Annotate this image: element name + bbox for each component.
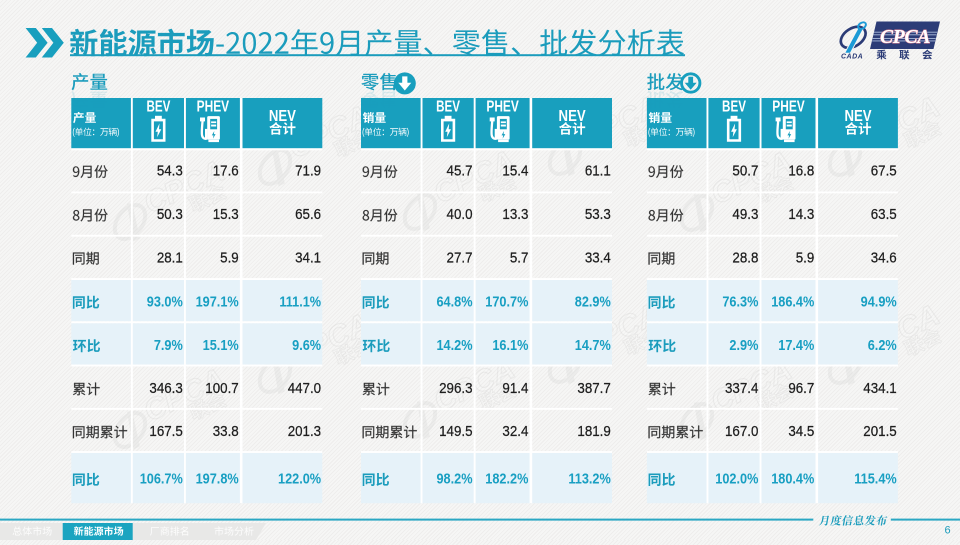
svg-text:14.7%: 14.7% — [575, 337, 611, 353]
svg-text:14.3: 14.3 — [788, 207, 814, 224]
svg-text:447.0: 447.0 — [288, 380, 321, 397]
svg-text:34.6: 34.6 — [871, 250, 897, 267]
svg-text:98.2%: 98.2% — [436, 471, 472, 487]
svg-text:2.9%: 2.9% — [729, 337, 758, 353]
svg-text:387.7: 387.7 — [577, 380, 610, 397]
svg-text:7.9%: 7.9% — [154, 337, 183, 353]
svg-text:82.9%: 82.9% — [575, 294, 611, 310]
svg-text:33.8: 33.8 — [213, 423, 239, 440]
svg-text:27.7: 27.7 — [447, 250, 473, 267]
svg-text:76.3%: 76.3% — [722, 294, 758, 310]
svg-text:9.6%: 9.6% — [292, 337, 321, 353]
svg-text:54.3: 54.3 — [157, 163, 183, 180]
svg-text:PHEV: PHEV — [772, 97, 805, 115]
svg-text:14.2%: 14.2% — [436, 337, 472, 353]
svg-text:201.3: 201.3 — [288, 423, 321, 440]
svg-text:170.7%: 170.7% — [485, 294, 528, 310]
svg-text:180.4%: 180.4% — [771, 471, 814, 487]
svg-text:201.5: 201.5 — [863, 423, 896, 440]
svg-text:CADA: CADA — [841, 53, 863, 60]
svg-text:15.4: 15.4 — [502, 163, 528, 180]
svg-text:15.3: 15.3 — [213, 207, 239, 224]
svg-text:337.4: 337.4 — [725, 380, 758, 397]
svg-text:113.2%: 113.2% — [568, 471, 610, 487]
svg-text:50.3: 50.3 — [157, 207, 183, 224]
svg-text:53.3: 53.3 — [585, 207, 611, 224]
svg-text:32.4: 32.4 — [502, 423, 528, 440]
svg-text:28.1: 28.1 — [157, 250, 183, 267]
svg-text:PHEV: PHEV — [197, 97, 230, 115]
svg-text:NEV: NEV — [269, 108, 296, 125]
svg-text:94.9%: 94.9% — [861, 294, 897, 310]
svg-text:115.4%: 115.4% — [854, 471, 896, 487]
svg-text:28.8: 28.8 — [732, 250, 758, 267]
svg-text:61.1: 61.1 — [585, 163, 611, 180]
svg-text:34.5: 34.5 — [788, 423, 814, 440]
svg-text:346.3: 346.3 — [149, 380, 182, 397]
svg-text:16.1%: 16.1% — [492, 337, 528, 353]
svg-text:149.5: 149.5 — [439, 423, 472, 440]
svg-text:5.9: 5.9 — [220, 250, 239, 267]
svg-text:122.0%: 122.0% — [278, 471, 321, 487]
svg-text:40.0: 40.0 — [447, 207, 473, 224]
svg-text:71.9: 71.9 — [295, 163, 321, 180]
svg-text:93.0%: 93.0% — [147, 294, 183, 310]
svg-text:34.1: 34.1 — [295, 250, 321, 267]
svg-text:49.3: 49.3 — [732, 207, 758, 224]
svg-text:NEV: NEV — [559, 108, 586, 125]
svg-text:100.7: 100.7 — [205, 380, 238, 397]
svg-text:BEV: BEV — [146, 98, 171, 115]
svg-text:6.2%: 6.2% — [868, 337, 897, 353]
svg-text:BEV: BEV — [722, 98, 747, 115]
svg-text:6: 6 — [945, 525, 951, 537]
svg-text:181.9: 181.9 — [577, 423, 610, 440]
svg-text:102.0%: 102.0% — [715, 471, 758, 487]
svg-text:65.6: 65.6 — [295, 207, 321, 224]
svg-text:111.1%: 111.1% — [279, 294, 321, 310]
svg-text:50.7: 50.7 — [732, 163, 758, 180]
svg-text:15.1%: 15.1% — [203, 337, 239, 353]
svg-text:33.4: 33.4 — [585, 250, 611, 267]
svg-text:106.7%: 106.7% — [140, 471, 183, 487]
svg-text:63.5: 63.5 — [871, 207, 897, 224]
svg-text:17.6: 17.6 — [213, 163, 239, 180]
svg-text:182.2%: 182.2% — [485, 471, 528, 487]
svg-text:91.4: 91.4 — [502, 380, 528, 397]
svg-text:45.7: 45.7 — [447, 163, 473, 180]
svg-text:67.5: 67.5 — [871, 163, 897, 180]
svg-text:167.0: 167.0 — [725, 423, 758, 440]
svg-text:434.1: 434.1 — [863, 380, 896, 397]
svg-text:BEV: BEV — [436, 98, 461, 115]
svg-text:5.9: 5.9 — [796, 250, 815, 267]
svg-text:CPCA: CPCA — [880, 27, 930, 48]
svg-text:296.3: 296.3 — [439, 380, 472, 397]
svg-text:5.7: 5.7 — [510, 250, 529, 267]
svg-text:PHEV: PHEV — [486, 97, 519, 115]
svg-text:197.1%: 197.1% — [196, 294, 239, 310]
svg-text:17.4%: 17.4% — [778, 337, 814, 353]
svg-text:96.7: 96.7 — [788, 380, 814, 397]
svg-text:13.3: 13.3 — [502, 207, 528, 224]
svg-text:64.8%: 64.8% — [436, 294, 472, 310]
svg-text:NEV: NEV — [844, 108, 871, 125]
svg-text:186.4%: 186.4% — [771, 294, 814, 310]
svg-text:197.8%: 197.8% — [196, 471, 239, 487]
svg-text:167.5: 167.5 — [149, 423, 182, 440]
svg-text:16.8: 16.8 — [788, 163, 814, 180]
